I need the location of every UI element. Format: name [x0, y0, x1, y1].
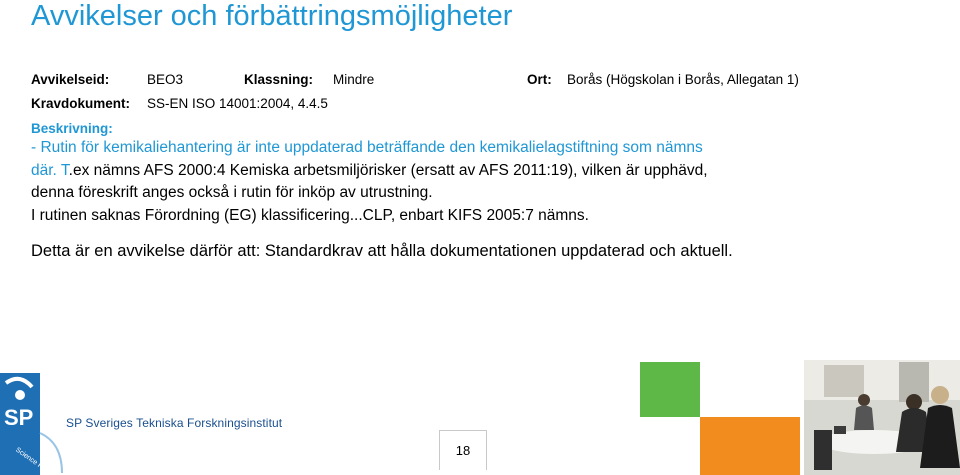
description-line: där. T.ex nämns AFS 2000:4 Kemiska arbet… [31, 161, 708, 179]
ort-label: Ort: [527, 72, 552, 87]
klassning-label: Klassning: [244, 72, 314, 87]
kravdokument-value: SS-EN ISO 14001:2004, 4.4.5 [147, 96, 328, 111]
avvikelseid-value: BEO3 [147, 72, 184, 87]
green-square [640, 362, 700, 417]
klassning-value: Mindre [333, 72, 375, 87]
sp-logo-text: SP [4, 405, 33, 430]
page-title: Avvikelser och förbättringsmöjligheter [31, 0, 513, 32]
ort-value: Borås (Högskolan i Borås, Allegatan 1) [567, 72, 799, 87]
description-line: I rutinen saknas Förordning (EG) klassif… [31, 206, 589, 224]
beskrivning-label: Beskrivning: [31, 121, 113, 136]
page-number: 18 [439, 430, 487, 470]
organization-name: SP Sveriges Tekniska Forskningsinstitut [66, 416, 283, 430]
orange-square [700, 417, 800, 475]
description: - Rutin för kemikaliehantering är inte u… [31, 137, 891, 227]
sp-logo: SP Science Partner [0, 373, 63, 475]
kravdokument-label: Kravdokument: [31, 96, 131, 111]
description-line: denna föreskrift anges också i rutin för… [31, 184, 433, 201]
avvikelseid-label: Avvikelseid: [31, 72, 110, 87]
description-line: - Rutin för kemikaliehantering är inte u… [31, 139, 703, 156]
office-photo [804, 360, 960, 475]
meta-row-1: Avvikelseid: [31, 72, 109, 87]
conclusion-text: Detta är en avvikelse därför att: Standa… [31, 242, 733, 260]
